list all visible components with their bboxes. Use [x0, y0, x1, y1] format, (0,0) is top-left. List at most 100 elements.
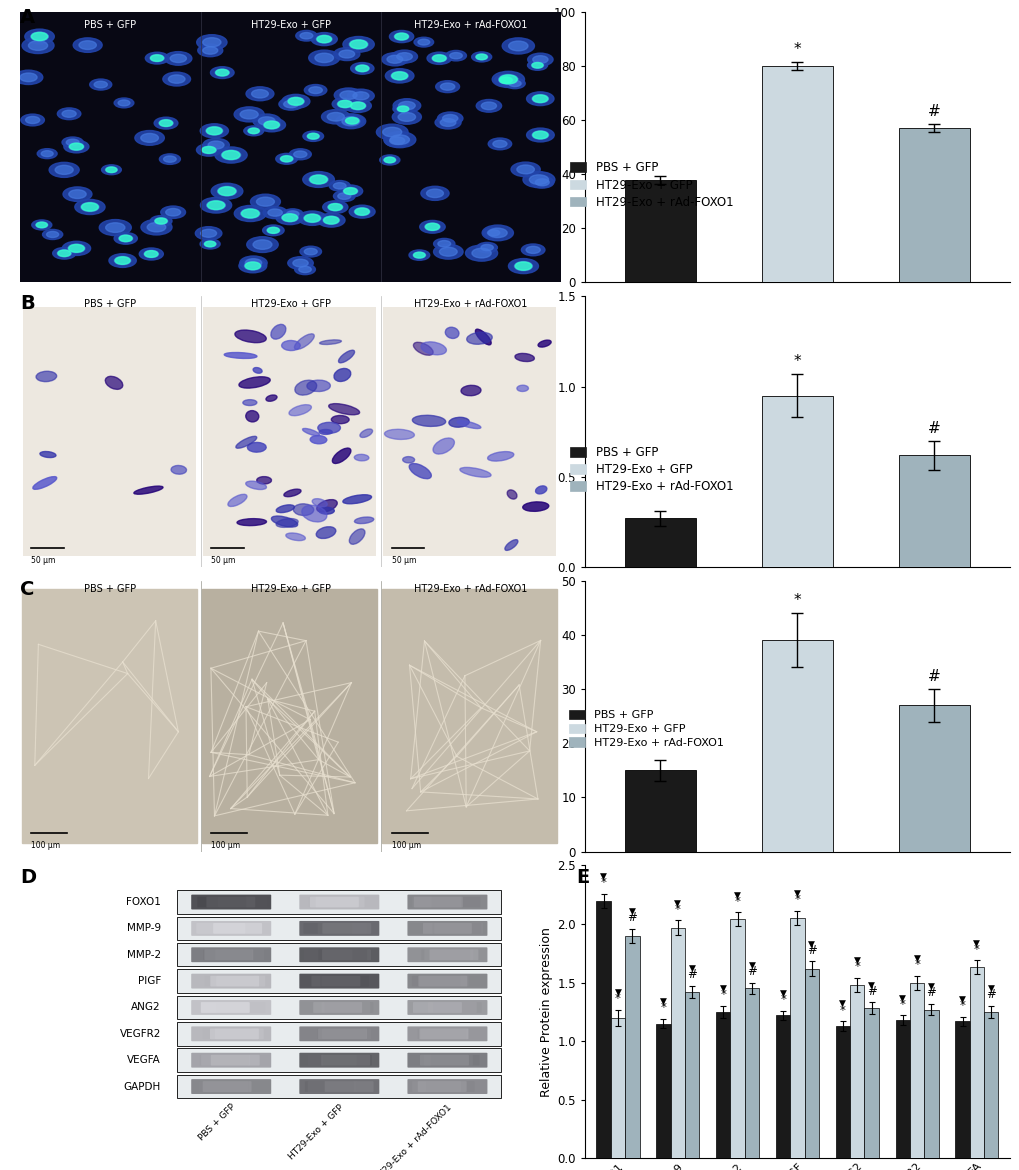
FancyBboxPatch shape: [211, 1055, 260, 1066]
Circle shape: [350, 102, 366, 110]
Bar: [898, 455, 969, 567]
Circle shape: [119, 235, 132, 241]
Circle shape: [396, 53, 412, 61]
Circle shape: [244, 126, 263, 136]
FancyBboxPatch shape: [216, 976, 265, 986]
Bar: [849, 985, 863, 1158]
Circle shape: [425, 223, 439, 230]
Bar: [610, 1018, 625, 1158]
Circle shape: [159, 119, 173, 126]
Ellipse shape: [316, 500, 337, 512]
Circle shape: [206, 126, 222, 135]
Circle shape: [435, 81, 460, 92]
Circle shape: [309, 174, 328, 184]
Ellipse shape: [276, 518, 298, 528]
Circle shape: [145, 53, 169, 64]
Circle shape: [155, 218, 167, 223]
FancyBboxPatch shape: [313, 1002, 362, 1013]
Circle shape: [315, 53, 333, 62]
Circle shape: [431, 55, 446, 62]
Circle shape: [118, 99, 129, 105]
Circle shape: [109, 254, 137, 268]
Circle shape: [531, 62, 543, 68]
Circle shape: [389, 30, 414, 42]
Bar: [20, 12, 201, 282]
Circle shape: [311, 33, 337, 46]
Circle shape: [32, 33, 48, 41]
Circle shape: [335, 113, 366, 129]
Circle shape: [504, 78, 525, 89]
Bar: [177, 1075, 501, 1099]
Circle shape: [20, 115, 45, 126]
FancyBboxPatch shape: [425, 1081, 474, 1092]
Y-axis label: OD value (570nm): OD value (570nm): [540, 374, 552, 489]
Text: #: #: [687, 969, 696, 982]
Bar: [625, 936, 639, 1158]
Circle shape: [197, 35, 227, 50]
FancyBboxPatch shape: [429, 949, 478, 961]
Circle shape: [379, 154, 399, 165]
Circle shape: [392, 104, 413, 113]
Text: #: #: [927, 104, 940, 119]
Circle shape: [25, 117, 40, 124]
Ellipse shape: [535, 486, 546, 494]
Text: HT29-Exo + GFP: HT29-Exo + GFP: [251, 584, 330, 593]
Circle shape: [242, 209, 259, 218]
Circle shape: [246, 87, 274, 101]
Bar: [761, 395, 833, 567]
FancyBboxPatch shape: [299, 1026, 379, 1041]
Circle shape: [527, 60, 547, 70]
Circle shape: [526, 128, 553, 142]
Circle shape: [338, 50, 355, 58]
Circle shape: [498, 75, 518, 84]
Circle shape: [476, 242, 497, 253]
FancyBboxPatch shape: [200, 1055, 249, 1066]
FancyBboxPatch shape: [417, 1028, 466, 1039]
Circle shape: [258, 118, 285, 132]
FancyBboxPatch shape: [191, 921, 271, 936]
Circle shape: [334, 88, 363, 102]
Circle shape: [207, 201, 224, 209]
Circle shape: [68, 245, 85, 253]
Circle shape: [267, 227, 279, 234]
Circle shape: [327, 204, 342, 211]
Circle shape: [333, 48, 360, 61]
Circle shape: [163, 73, 191, 87]
Circle shape: [78, 41, 96, 49]
Circle shape: [74, 199, 105, 214]
FancyBboxPatch shape: [191, 895, 271, 909]
FancyBboxPatch shape: [420, 1055, 469, 1066]
Ellipse shape: [319, 508, 334, 514]
FancyBboxPatch shape: [419, 976, 468, 986]
FancyBboxPatch shape: [407, 948, 487, 962]
Bar: [898, 706, 969, 852]
Ellipse shape: [257, 476, 271, 484]
Text: *: *: [719, 989, 726, 1002]
Circle shape: [391, 50, 417, 63]
Text: ▼: ▼: [958, 994, 965, 1004]
FancyBboxPatch shape: [407, 973, 487, 989]
Circle shape: [216, 69, 228, 76]
Circle shape: [161, 206, 185, 219]
Text: #: #: [985, 989, 996, 1002]
Ellipse shape: [253, 367, 262, 373]
Bar: [23, 307, 196, 556]
Circle shape: [392, 98, 420, 112]
Circle shape: [286, 211, 299, 218]
Circle shape: [476, 99, 501, 112]
Circle shape: [57, 108, 81, 119]
FancyBboxPatch shape: [305, 1081, 354, 1092]
Circle shape: [397, 112, 415, 122]
Ellipse shape: [448, 418, 469, 427]
Circle shape: [278, 98, 303, 110]
Circle shape: [317, 213, 344, 227]
Circle shape: [433, 245, 463, 259]
Text: #: #: [925, 986, 935, 999]
Circle shape: [140, 248, 163, 260]
Circle shape: [58, 250, 70, 256]
FancyBboxPatch shape: [412, 976, 461, 986]
Ellipse shape: [445, 328, 459, 338]
Circle shape: [418, 39, 429, 46]
Bar: [955, 1021, 969, 1158]
Text: MMP-2: MMP-2: [126, 950, 161, 959]
